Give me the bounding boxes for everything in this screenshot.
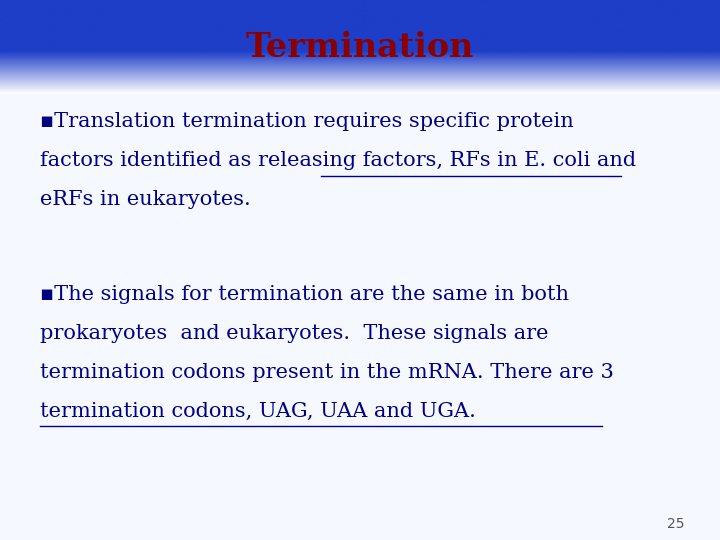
Text: 25: 25 [667,517,684,531]
Text: factors identified as releasing factors, RFs in E. coli and: factors identified as releasing factors,… [40,151,636,170]
Text: prokaryotes  and eukaryotes.  These signals are: prokaryotes and eukaryotes. These signal… [40,323,548,343]
Text: ▪The signals for termination are the same in both: ▪The signals for termination are the sam… [40,285,569,304]
Text: termination codons present in the mRNA. There are 3: termination codons present in the mRNA. … [40,362,613,382]
Text: termination codons, UAG, UAA and UGA.: termination codons, UAG, UAA and UGA. [40,401,475,421]
Text: eRFs in eukaryotes.: eRFs in eukaryotes. [40,190,251,209]
Text: Termination: Termination [246,31,474,64]
Text: ▪Translation termination requires specific protein: ▪Translation termination requires specif… [40,112,573,131]
